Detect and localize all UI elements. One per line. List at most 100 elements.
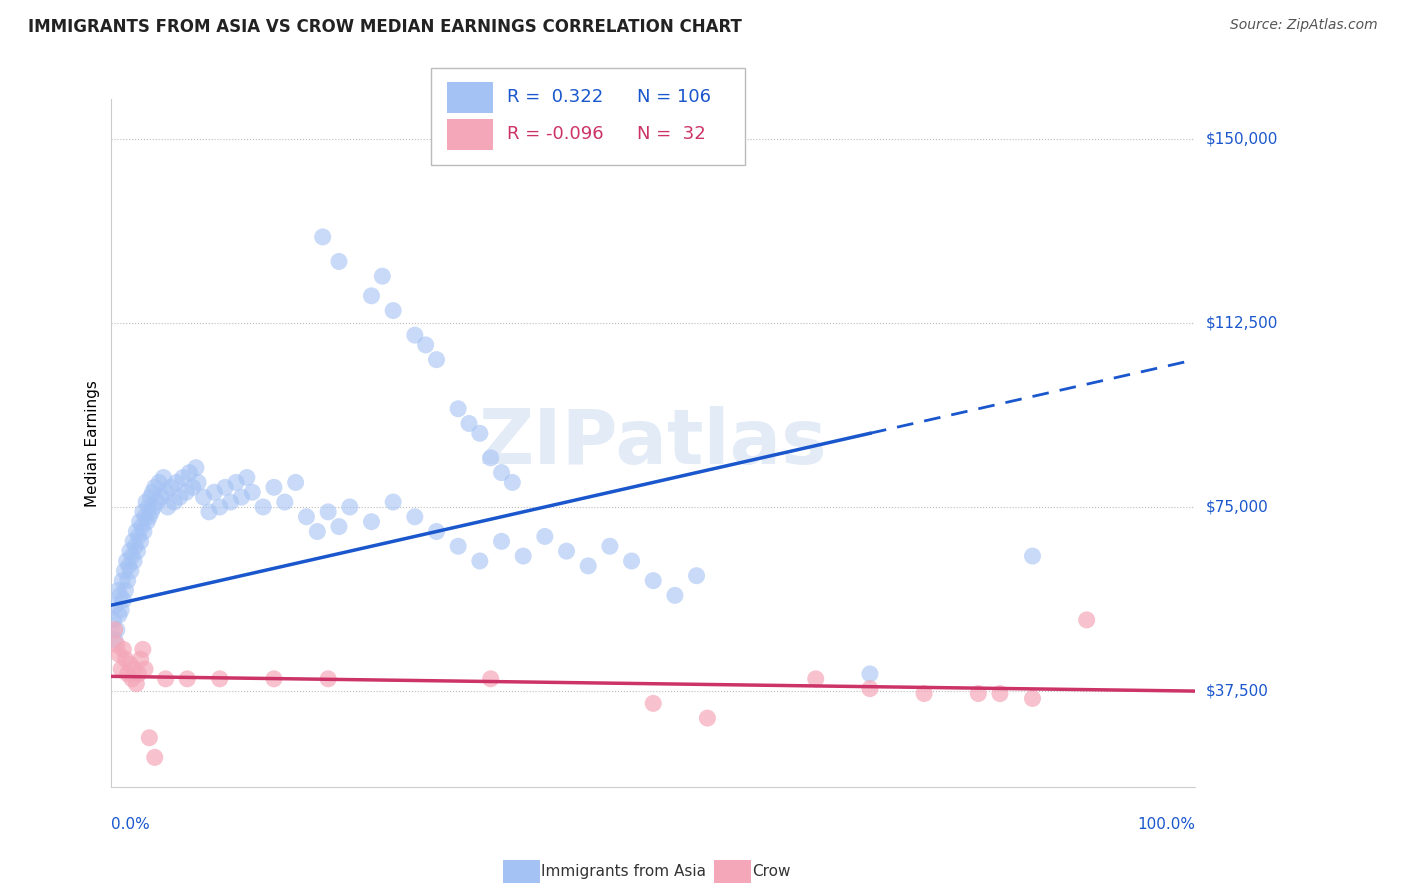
Point: [117, 667, 139, 681]
Point: [108, 588, 131, 602]
Point: [156, 500, 179, 514]
Point: [284, 475, 307, 490]
Point: [382, 495, 405, 509]
Point: [1021, 549, 1043, 563]
Point: [696, 711, 718, 725]
Point: [127, 544, 149, 558]
Point: [425, 524, 447, 539]
Point: [138, 731, 160, 745]
Point: [143, 750, 166, 764]
Point: [214, 480, 236, 494]
Point: [360, 515, 382, 529]
Point: [129, 652, 152, 666]
Point: [458, 417, 481, 431]
Point: [176, 672, 198, 686]
Text: R = -0.096: R = -0.096: [508, 126, 603, 144]
Point: [104, 598, 127, 612]
Point: [208, 500, 231, 514]
Point: [316, 672, 339, 686]
Point: [121, 549, 143, 563]
Point: [110, 603, 132, 617]
Point: [104, 623, 127, 637]
Point: [128, 667, 150, 681]
Text: $75,000: $75,000: [1206, 500, 1268, 515]
Point: [859, 681, 882, 696]
Point: [252, 500, 274, 514]
Point: [141, 505, 163, 519]
Point: [328, 254, 350, 268]
Text: $150,000: $150,000: [1206, 131, 1278, 146]
Point: [143, 480, 166, 494]
Text: Source: ZipAtlas.com: Source: ZipAtlas.com: [1230, 18, 1378, 32]
Point: [202, 485, 225, 500]
Text: IMMIGRANTS FROM ASIA VS CROW MEDIAN EARNINGS CORRELATION CHART: IMMIGRANTS FROM ASIA VS CROW MEDIAN EARN…: [28, 18, 742, 36]
Point: [115, 554, 138, 568]
Point: [643, 574, 665, 588]
Point: [112, 593, 135, 607]
Point: [155, 485, 177, 500]
Point: [105, 637, 128, 651]
Point: [404, 328, 426, 343]
Text: N =  32: N = 32: [637, 126, 706, 144]
Point: [148, 475, 170, 490]
Point: [155, 672, 177, 686]
Point: [804, 672, 827, 686]
Point: [307, 524, 329, 539]
Point: [134, 509, 156, 524]
Point: [146, 495, 169, 509]
Point: [988, 687, 1011, 701]
Point: [274, 495, 297, 509]
Point: [142, 500, 165, 514]
Point: [576, 558, 599, 573]
Point: [1021, 691, 1043, 706]
Point: [107, 583, 129, 598]
Point: [184, 460, 207, 475]
Point: [121, 672, 143, 686]
Point: [136, 515, 159, 529]
Point: [491, 534, 513, 549]
Point: [263, 480, 285, 494]
Point: [105, 623, 128, 637]
Text: Crow: Crow: [752, 864, 790, 879]
Point: [122, 554, 145, 568]
Point: [132, 642, 155, 657]
Point: [111, 574, 134, 588]
Point: [112, 564, 135, 578]
Point: [169, 490, 191, 504]
Point: [128, 515, 150, 529]
Point: [128, 529, 150, 543]
Point: [150, 490, 173, 504]
Point: [295, 509, 318, 524]
Point: [339, 500, 361, 514]
Point: [134, 662, 156, 676]
Point: [501, 475, 523, 490]
Point: [187, 475, 209, 490]
Point: [643, 697, 665, 711]
Point: [912, 687, 935, 701]
Point: [479, 450, 502, 465]
Point: [360, 289, 382, 303]
Point: [125, 677, 148, 691]
Point: [967, 687, 990, 701]
Point: [447, 539, 470, 553]
Point: [371, 269, 394, 284]
Point: [328, 519, 350, 533]
Y-axis label: Median Earnings: Median Earnings: [86, 380, 100, 507]
Point: [120, 564, 142, 578]
Point: [110, 662, 132, 676]
Point: [108, 647, 131, 661]
Point: [131, 519, 153, 533]
Point: [219, 495, 242, 509]
Point: [163, 495, 186, 509]
Text: 100.0%: 100.0%: [1137, 817, 1195, 832]
Point: [193, 490, 215, 504]
Point: [208, 672, 231, 686]
Text: ZIPatlas: ZIPatlas: [479, 406, 828, 480]
Point: [139, 490, 162, 504]
Point: [132, 524, 155, 539]
Point: [491, 466, 513, 480]
Point: [404, 509, 426, 524]
Point: [534, 529, 557, 543]
FancyBboxPatch shape: [447, 81, 494, 113]
Point: [240, 485, 263, 500]
